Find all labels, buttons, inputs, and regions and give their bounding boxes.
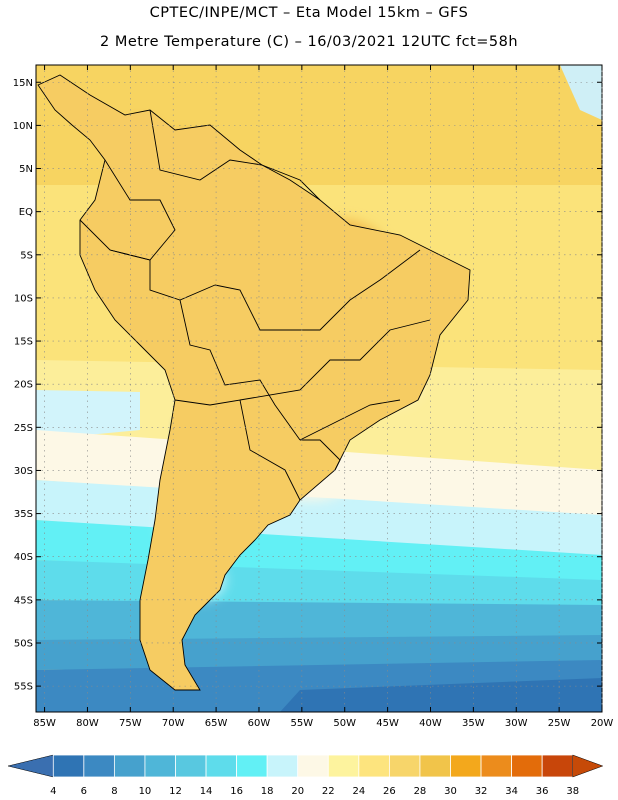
border-brazil-states-central	[239, 319, 431, 401]
colorbar-label: 10	[139, 786, 152, 797]
colorbar-swatch	[297, 754, 329, 778]
colorbar-swatch	[175, 754, 207, 778]
ocean-band-6	[280, 678, 602, 712]
chart-title-line-2: 2 Metre Temperature (C) – 16/03/2021 12U…	[99, 34, 519, 50]
lat-tick-label: 10N	[13, 121, 33, 132]
lon-tick-label: 50W	[333, 718, 356, 729]
colorbar-label: 16	[230, 786, 243, 797]
colorbar-label: 30	[444, 786, 457, 797]
axis-ticks: 15N 10N 5N EQ 5S 10S 15S 20S 25S 30S 35S 40S 45S 50S 5…	[13, 65, 614, 729]
country-borders	[37, 74, 471, 691]
colorbar-swatch	[266, 754, 299, 778]
colorbar-label: 26	[383, 786, 396, 797]
colorbar-swatch	[327, 754, 360, 778]
colorbar-label: 36	[536, 786, 549, 797]
lat-tick-label: 15N	[13, 78, 33, 89]
colorbar-label: 12	[169, 786, 182, 797]
lon-tick-label: 30W	[505, 718, 528, 729]
plot-frame	[35, 64, 603, 713]
lat-tick-label: 45S	[14, 595, 33, 606]
colorbar-label: 32	[475, 786, 488, 797]
lat-tick-label: 15S	[14, 337, 33, 348]
lat-tick-label: 35S	[14, 509, 33, 520]
lon-tick-label: 55W	[291, 718, 314, 729]
colorbar-over-arrow	[572, 754, 604, 778]
lat-tick-label: 50S	[14, 638, 33, 649]
lon-tick-label: 20W	[591, 718, 614, 729]
colorbar-swatch	[236, 754, 268, 778]
lon-tick-label: 75W	[119, 718, 142, 729]
colorbar-swatch	[511, 754, 543, 778]
lat-tick-label: 55S	[14, 682, 33, 693]
lon-tick-label: 25W	[548, 718, 571, 729]
colorbar-label: 14	[200, 786, 213, 797]
border-guianas	[261, 164, 321, 201]
border-bolivia-paraguay	[179, 299, 301, 441]
lon-tick-label: 35W	[462, 718, 485, 729]
lat-tick-label: 5N	[19, 164, 33, 175]
colorbar-swatch	[480, 754, 513, 778]
ocean-cool-patch	[560, 65, 602, 120]
colorbar-label: 18	[261, 786, 274, 797]
lat-tick-label: 40S	[14, 552, 33, 563]
lon-tick-label: 45W	[376, 718, 399, 729]
chart-title-line-1: CPTEC/INPE/MCT – Eta Model 15km – GFS	[149, 5, 469, 21]
colorbar-swatch	[358, 754, 390, 778]
colorbar-swatch	[388, 754, 421, 778]
lat-tick-label: 25S	[14, 423, 33, 434]
colorbar-label: 8	[111, 786, 117, 797]
gridlines	[36, 65, 603, 712]
lon-tick-label: 65W	[205, 718, 228, 729]
colorbar-label: 4	[50, 786, 56, 797]
colorbar-swatch	[419, 754, 451, 778]
border-brazil-states-south	[299, 399, 401, 441]
colorbar-label: 6	[81, 786, 87, 797]
lat-tick-label: 5S	[20, 250, 33, 261]
colorbar-label: 34	[505, 786, 518, 797]
border-argentina	[174, 399, 301, 501]
lon-tick-label: 80W	[76, 718, 99, 729]
colorbar-swatch	[205, 754, 238, 778]
colorbar-swatch	[113, 754, 146, 778]
colorbar-label: 28	[414, 786, 427, 797]
colorbar-swatch	[52, 754, 85, 778]
colorbar-under-arrow	[7, 754, 54, 778]
lon-tick-label: 40W	[419, 718, 442, 729]
border-brazil-states-north	[214, 249, 421, 331]
lat-tick-label: 30S	[14, 466, 33, 477]
border-venezuela	[149, 109, 263, 181]
lat-tick-label: 10S	[14, 293, 33, 304]
lat-tick-label: EQ	[19, 207, 33, 218]
lon-tick-label: 70W	[162, 718, 185, 729]
colorbar: 4 6 8 10 12 14 16 18 20 22 24 26 28 30 32 34 36 38	[7, 754, 604, 797]
border-ecuador-peru	[79, 219, 216, 301]
colorbar-swatch	[450, 754, 482, 778]
colorbar-label: 38	[566, 786, 579, 797]
lat-tick-label: 20S	[14, 380, 33, 391]
ocean-band-12	[36, 600, 602, 640]
colorbar-swatch	[83, 754, 115, 778]
lon-tick-label: 60W	[248, 718, 271, 729]
colorbar-swatch	[144, 754, 176, 778]
colorbar-label: 24	[352, 786, 365, 797]
lon-tick-label: 85W	[33, 718, 56, 729]
colorbar-label: 20	[291, 786, 304, 797]
colorbar-swatch	[541, 754, 574, 778]
colorbar-label: 22	[322, 786, 335, 797]
border-uruguay	[300, 439, 341, 471]
